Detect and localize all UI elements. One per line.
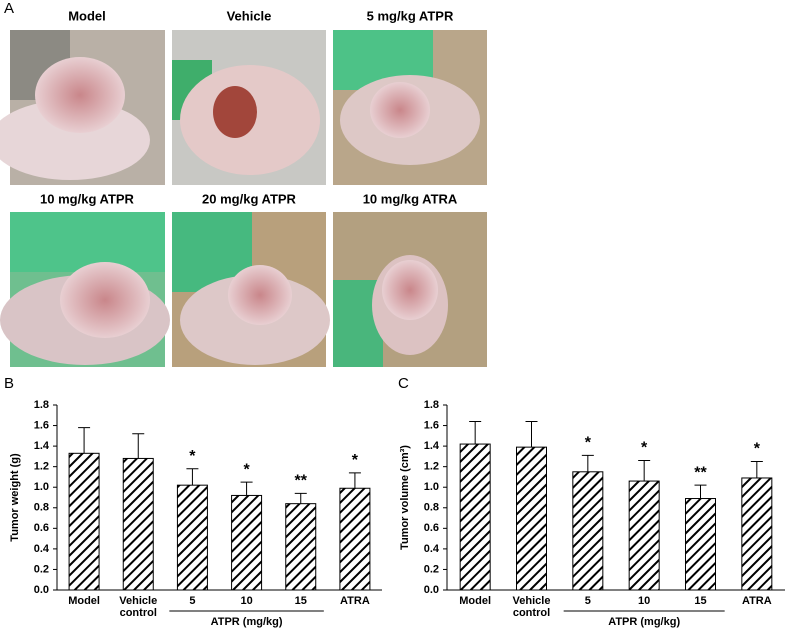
bar (516, 446, 547, 591)
x-tick-label: ATRA (741, 595, 772, 607)
error-bar (348, 472, 361, 489)
y-tick-label: 1.8 (34, 399, 49, 411)
bar (685, 498, 716, 591)
y-tick-label: 1.0 (424, 481, 439, 493)
photo-caption: 20 mg/kg ATPR (202, 191, 297, 206)
photo-caption: 10 mg/kg ATPR (40, 191, 135, 206)
error-bar (240, 481, 253, 496)
significance-mark: * (352, 452, 359, 469)
x-tick-label: 5 (584, 595, 591, 607)
error-bar (186, 468, 199, 486)
bar (572, 471, 604, 591)
significance-mark: * (189, 448, 196, 465)
significance-mark: ** (295, 473, 308, 490)
y-tick-label: 0.6 (34, 522, 49, 534)
panel-label: A (4, 0, 14, 17)
error-bar (78, 427, 91, 454)
y-tick-label: 1.2 (424, 461, 439, 473)
photo (333, 30, 487, 185)
x-tick-label-box: Model (68, 595, 100, 607)
group-label: ATPR (mg/kg) (608, 616, 680, 628)
x-tick-label: 15 (294, 595, 307, 607)
bar (628, 480, 660, 591)
error-bar (525, 420, 538, 448)
y-tick-label: 0.4 (34, 543, 50, 555)
x-tick-label-box: 5 (584, 595, 591, 607)
group-label: ATPR (mg/kg) (211, 616, 283, 628)
error-bar (694, 484, 707, 499)
x-tick-label: 15 (694, 595, 707, 607)
panel-label: B (4, 375, 14, 392)
bar (176, 484, 208, 591)
bar (741, 477, 773, 591)
y-tick-label: 0.8 (34, 502, 49, 514)
bar (122, 457, 154, 591)
y-tick-label: 1.0 (34, 481, 49, 493)
photos (0, 30, 487, 367)
y-tick-label: 0.0 (34, 584, 49, 596)
y-tick-label: 0.8 (424, 502, 439, 514)
y-tick-label: 0.2 (424, 563, 439, 575)
y-tick-label: 1.6 (34, 419, 49, 431)
y-tick-label: 1.4 (424, 440, 440, 452)
bar (231, 494, 263, 591)
error-bar (638, 460, 651, 482)
x-tick-label: ATRA (340, 595, 370, 607)
y-tick-label: 0.6 (424, 522, 439, 534)
significance-mark: ** (694, 464, 707, 481)
bar (459, 443, 491, 591)
x-tick-label-box: Model (459, 595, 492, 607)
x-tick-label-box: Vehicle control (512, 595, 551, 619)
photo (172, 30, 326, 185)
x-tick-label: 10 (638, 595, 651, 607)
significance-mark: * (754, 441, 761, 458)
photo-caption: Model (68, 8, 106, 23)
x-tick-label-box: Vehicle control (119, 595, 158, 619)
bar (68, 452, 100, 591)
x-tick-label: Model (68, 595, 100, 607)
y-tick-label: 1.6 (424, 419, 439, 431)
y-axis-label: Tumor volume (cm³) (399, 445, 411, 550)
x-tick-label: 5 (189, 595, 196, 607)
y-tick-label: 0.2 (34, 563, 49, 575)
x-tick-label: Vehicle control (119, 595, 158, 619)
photo-caption: 10 mg/kg ATRA (363, 191, 458, 206)
x-tick-label-box: 15 (294, 595, 307, 607)
error-bar (750, 461, 763, 478)
error-bar (581, 454, 594, 472)
bar (285, 503, 317, 591)
error-bar (469, 420, 482, 445)
error-bar (132, 433, 145, 459)
y-axis-label: Tumor weight (g) (9, 453, 21, 542)
x-tick-label-box: 10 (240, 595, 253, 607)
error-bar (294, 492, 307, 504)
x-tick-label-box: ATRA (741, 595, 772, 607)
significance-mark: * (641, 440, 648, 457)
photo (333, 212, 487, 367)
significance-mark: * (243, 461, 250, 478)
y-tick-label: 1.2 (34, 461, 49, 473)
photo (0, 212, 170, 367)
y-tick-label: 1.4 (34, 440, 50, 452)
x-tick-label-box: ATRA (340, 595, 370, 607)
x-tick-label-box: 10 (638, 595, 651, 607)
photo (0, 30, 165, 185)
photo (172, 212, 330, 367)
significance-mark: * (585, 435, 592, 452)
x-tick-label: Model (459, 595, 492, 607)
x-tick-label: 10 (240, 595, 253, 607)
photo-caption: 5 mg/kg ATPR (367, 8, 454, 23)
y-tick-label: 0.0 (424, 584, 439, 596)
y-tick-label: 1.8 (424, 399, 439, 411)
x-tick-label-box: 5 (189, 595, 196, 607)
photo-caption: Vehicle (227, 8, 272, 23)
x-tick-label: Vehicle control (512, 595, 551, 619)
x-tick-label-box: 15 (694, 595, 707, 607)
panel-label: C (398, 375, 409, 392)
bar (339, 487, 371, 591)
y-tick-label: 0.4 (424, 543, 440, 555)
